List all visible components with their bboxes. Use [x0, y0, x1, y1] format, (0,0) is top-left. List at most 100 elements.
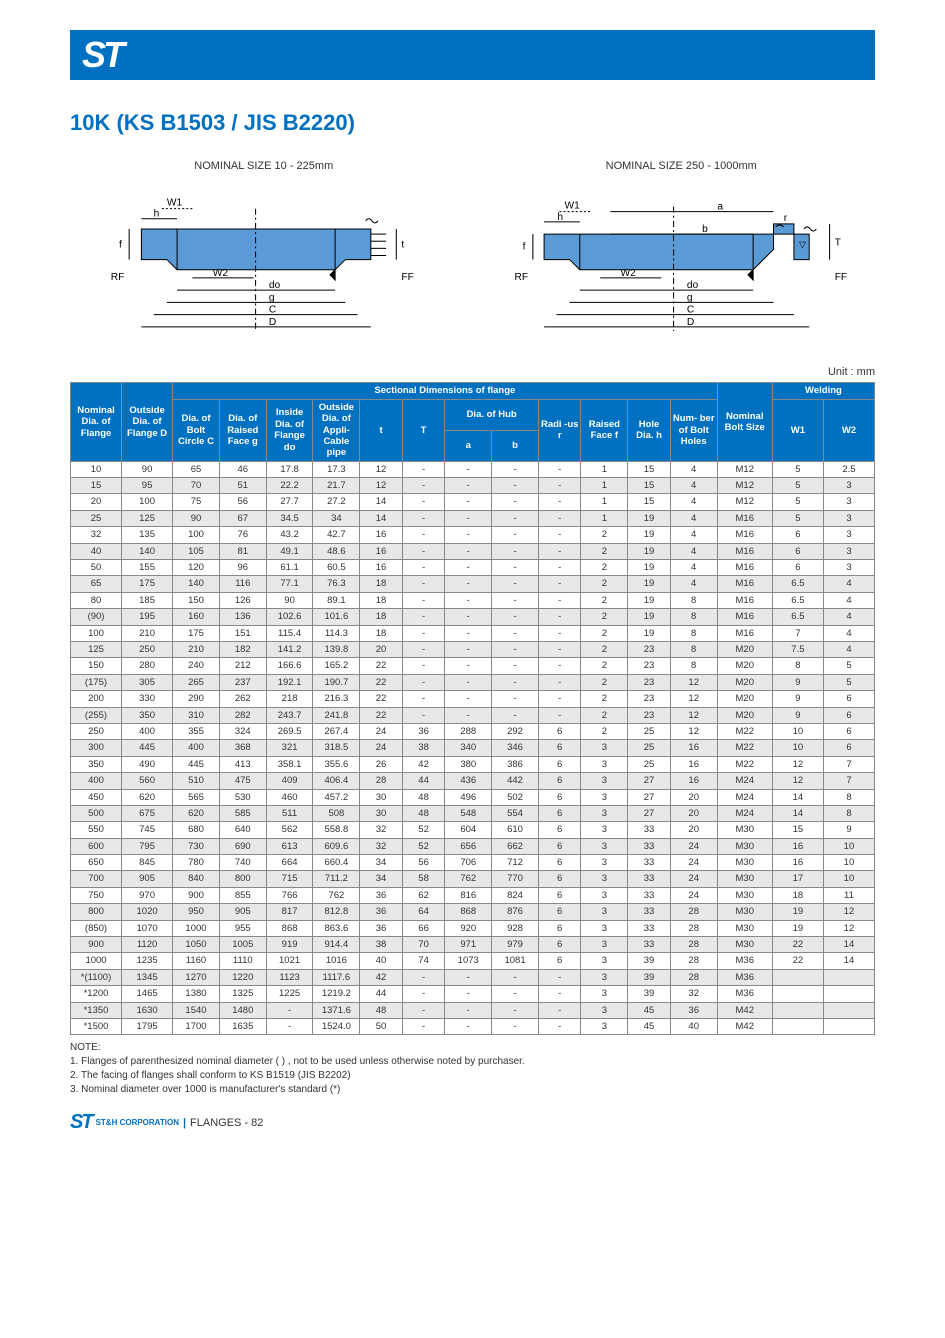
table-cell: 565 — [173, 789, 220, 805]
table-cell: M30 — [717, 937, 772, 953]
table-cell: 1225 — [266, 986, 313, 1002]
table-cell: 475 — [219, 773, 266, 789]
table-cell: - — [445, 969, 492, 985]
table-cell: 12 — [670, 723, 717, 739]
table-cell: 240 — [173, 658, 220, 674]
header-bar: ST — [70, 30, 875, 80]
table-cell: 900 — [71, 937, 122, 953]
table-cell: 19 — [628, 543, 671, 559]
table-cell: M12 — [717, 461, 772, 477]
table-cell: 3 — [581, 953, 628, 969]
table-cell: 136 — [219, 609, 266, 625]
table-cell: 1220 — [219, 969, 266, 985]
table-cell: - — [492, 658, 539, 674]
table-cell: 24 — [360, 723, 403, 739]
diagram-1: NOMINAL SIZE 10 - 225mm W1 — [70, 160, 458, 356]
dim2-h: h — [557, 212, 563, 223]
table-cell: 1795 — [122, 1018, 173, 1034]
table-cell: 1 — [581, 510, 628, 526]
table-cell: 712 — [492, 855, 539, 871]
table-cell: 216.3 — [313, 691, 360, 707]
table-cell: 613 — [266, 838, 313, 854]
table-cell: - — [402, 625, 445, 641]
table-cell: 800 — [71, 904, 122, 920]
table-cell: 27 — [628, 805, 671, 821]
table-cell: 750 — [71, 887, 122, 903]
table-cell: 10 — [823, 855, 874, 871]
table-cell: M24 — [717, 773, 772, 789]
table-cell: - — [492, 625, 539, 641]
table-cell: 7 — [823, 756, 874, 772]
table-cell: 32 — [360, 822, 403, 838]
table-cell: 26 — [360, 756, 403, 772]
table-cell: 324 — [219, 723, 266, 739]
table-cell: 237 — [219, 674, 266, 690]
table-cell: - — [402, 986, 445, 1002]
table-cell: 1524.0 — [313, 1018, 360, 1034]
table-cell: 711.2 — [313, 871, 360, 887]
table-cell: 400 — [71, 773, 122, 789]
table-cell: - — [402, 461, 445, 477]
table-cell: 18 — [360, 625, 403, 641]
table-cell: 863.6 — [313, 920, 360, 936]
table-cell: 8 — [670, 609, 717, 625]
table-cell: 730 — [173, 838, 220, 854]
table-cell: M36 — [717, 953, 772, 969]
table-cell: 96 — [219, 560, 266, 576]
table-cell: 42 — [402, 756, 445, 772]
table-cell: 4 — [823, 641, 874, 657]
table-cell: 4 — [670, 494, 717, 510]
table-cell: 2 — [581, 576, 628, 592]
col-inside-do: Inside Dia. of Flange do — [266, 399, 313, 461]
table-cell: 868 — [266, 920, 313, 936]
table-cell: 1325 — [219, 986, 266, 1002]
table-cell: 766 — [266, 887, 313, 903]
table-cell: - — [492, 1002, 539, 1018]
table-cell: 30 — [360, 789, 403, 805]
table-cell: 1635 — [219, 1018, 266, 1034]
col-raised-f: Raised Face f — [581, 399, 628, 461]
dim2-a: a — [717, 202, 723, 213]
table-cell: 16 — [772, 838, 823, 854]
dim-w1: W1 — [167, 198, 183, 209]
table-cell: 75 — [173, 494, 220, 510]
note-3: 3. Nominal diameter over 1000 is manufac… — [70, 1083, 875, 1097]
table-cell: 12 — [360, 478, 403, 494]
table-cell: 30 — [360, 805, 403, 821]
footer-logo: ST — [70, 1111, 92, 1134]
table-head: Nominal Dia. of Flange Outside Dia. of F… — [71, 383, 875, 461]
table-cell: 12 — [360, 461, 403, 477]
table-cell: M12 — [717, 478, 772, 494]
table-cell: - — [402, 641, 445, 657]
table-cell: - — [538, 510, 581, 526]
table-cell: M16 — [717, 592, 772, 608]
table-cell: - — [492, 707, 539, 723]
table-cell: - — [402, 691, 445, 707]
table-cell: M36 — [717, 969, 772, 985]
table-cell: 971 — [445, 937, 492, 953]
table-cell: 64 — [402, 904, 445, 920]
table-cell: 442 — [492, 773, 539, 789]
table-cell: 368 — [219, 740, 266, 756]
table-cell: M42 — [717, 1002, 772, 1018]
table-cell: 262 — [219, 691, 266, 707]
table-cell: 102.6 — [266, 609, 313, 625]
table-cell — [823, 1002, 874, 1018]
table-cell: 6 — [538, 855, 581, 871]
table-cell: M24 — [717, 805, 772, 821]
table-cell: - — [402, 1002, 445, 1018]
table-cell: 3 — [823, 510, 874, 526]
table-cell: 19 — [628, 576, 671, 592]
table-cell: 664 — [266, 855, 313, 871]
table-cell: 282 — [219, 707, 266, 723]
table-cell: - — [445, 658, 492, 674]
table-cell: - — [538, 1018, 581, 1034]
table-cell: 42 — [360, 969, 403, 985]
table-cell: 845 — [122, 855, 173, 871]
table-cell: 100 — [71, 625, 122, 641]
table-cell: 824 — [492, 887, 539, 903]
dim-ff: FF — [401, 272, 413, 283]
table-cell: 900 — [173, 887, 220, 903]
table-cell: 267.4 — [313, 723, 360, 739]
note-2: 2. The facing of flanges shall conform t… — [70, 1069, 875, 1083]
